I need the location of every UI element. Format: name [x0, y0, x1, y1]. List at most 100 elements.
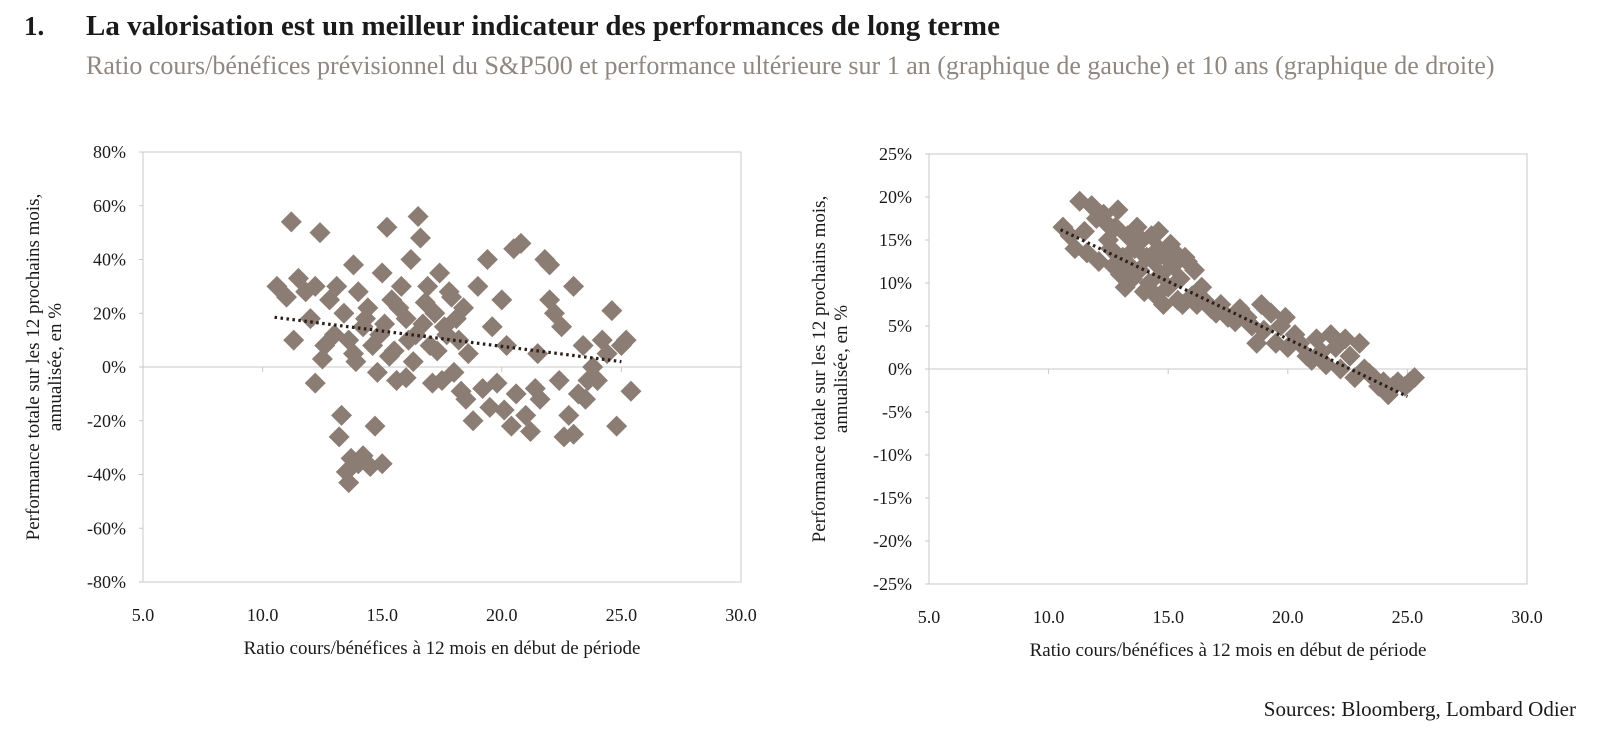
- y-tick-label: -20%: [873, 531, 912, 551]
- scatter-point: [450, 380, 472, 402]
- scatter-point: [481, 316, 503, 338]
- x-tick-label: 15.0: [366, 605, 398, 625]
- x-tick-label: 10.0: [1033, 607, 1065, 627]
- chart-left: 5.0 10.0 15.0 20.0 25.0 30.0 -80% -60% -40% -20% 0…: [0, 142, 800, 670]
- scatter-point: [1069, 190, 1091, 212]
- scatter-point: [1250, 294, 1272, 315]
- scatter-point: [299, 308, 321, 330]
- scatter-point: [371, 453, 393, 475]
- scatter-point: [1064, 238, 1086, 260]
- scatter-point: [314, 335, 336, 356]
- scatter-point: [615, 329, 637, 351]
- scatter-point: [575, 388, 597, 410]
- chart-left-svg: 5.0 10.0 15.0 20.0 25.0 30.0 -80% -60% -40% -20% 0…: [23, 142, 757, 659]
- y-tick-label: 10%: [879, 273, 912, 293]
- scatter-point: [1052, 216, 1074, 238]
- y-tick-label: 20%: [93, 303, 126, 323]
- scatter-point: [479, 396, 501, 418]
- scatter-point: [333, 302, 355, 324]
- y-tick-label: 0%: [888, 359, 912, 379]
- x-tick-label: 20.0: [486, 605, 518, 625]
- scatter-point: [596, 343, 618, 365]
- x-tick-label: 10.0: [247, 605, 279, 625]
- scatter-point: [364, 415, 386, 437]
- scatter-point: [558, 404, 580, 426]
- y-tick-label: -40%: [87, 465, 126, 485]
- scatter-point: [510, 232, 532, 254]
- scatter-point: [376, 216, 398, 238]
- y-axis-label: Performance totale sur les 12 prochains …: [809, 196, 852, 543]
- scatter-point: [505, 383, 527, 405]
- y-tick-label: 0%: [102, 357, 126, 377]
- scatter-point: [1184, 259, 1206, 281]
- scatter-point: [1124, 238, 1146, 260]
- scatter-point: [441, 286, 463, 308]
- scatter-point: [467, 275, 489, 297]
- y-tick-label: 5%: [888, 316, 912, 336]
- x-tick-label: 5.0: [918, 607, 941, 627]
- scatter-point: [515, 404, 537, 426]
- scatter-point: [539, 254, 561, 276]
- y-axis-label-line: annualisée, en %: [45, 303, 66, 431]
- scatter-point: [369, 324, 391, 346]
- x-tick-label: 20.0: [1272, 607, 1304, 627]
- scatter-point: [326, 275, 348, 297]
- y-tick-label: -80%: [87, 572, 126, 592]
- scatter-point: [417, 275, 439, 297]
- scatter-point: [345, 351, 367, 373]
- scatter-point: [1260, 302, 1282, 324]
- scatter-point: [1270, 315, 1292, 337]
- source-note: Sources: Bloomberg, Lombard Odier: [1263, 697, 1576, 721]
- y-tick-label: 15%: [879, 230, 912, 250]
- scatter-point: [1274, 306, 1296, 328]
- header: 1. La valorisation est un meilleur indic…: [24, 10, 1594, 82]
- scatter-point: [1088, 251, 1110, 272]
- scatter-point: [1133, 281, 1155, 303]
- scatter-point: [1102, 255, 1124, 277]
- scatter-point: [1339, 345, 1361, 367]
- y-tick-label: -15%: [873, 488, 912, 508]
- y-tick-label: -20%: [87, 411, 126, 431]
- scatter-point: [551, 316, 573, 338]
- y-tick-label: 20%: [879, 187, 912, 207]
- page-subtitle: Ratio cours/bénéfices prévisionnel du S&…: [86, 51, 1495, 80]
- trendline: [274, 315, 622, 364]
- scatter-point: [378, 345, 400, 367]
- scatter-point: [402, 351, 424, 373]
- chart-right-svg: 5.0 10.0 15.0 20.0 25.0 30.0 -25% -20% -15% -10% -…: [809, 144, 1543, 661]
- x-axis-label: Ratio cours/bénéfices à 12 mois en début…: [244, 638, 641, 659]
- scatter-point: [443, 361, 465, 383]
- y-axis-label-line: annualisée, en %: [831, 305, 852, 433]
- x-tick-label: 30.0: [725, 605, 757, 625]
- scatter-point: [371, 262, 393, 284]
- scatter-point: [620, 380, 642, 402]
- scatter-point: [496, 335, 518, 356]
- scatter-point: [586, 369, 608, 391]
- y-tick-label: -5%: [882, 402, 912, 422]
- scatter-point: [1100, 238, 1122, 260]
- scatter-point: [1152, 294, 1174, 315]
- y-axis-label-line: Performance totale sur les 12 prochains …: [23, 194, 44, 541]
- x-tick-label: 25.0: [606, 605, 638, 625]
- scatter-point: [400, 249, 422, 270]
- scatter-point: [1205, 302, 1227, 324]
- scatter-point: [1107, 199, 1129, 221]
- scatter-point: [1148, 220, 1170, 242]
- scatter-point: [1277, 337, 1299, 358]
- scatter-point: [529, 388, 551, 410]
- scatter-point: [1126, 216, 1148, 238]
- scatter-point: [283, 329, 305, 351]
- scatter-point: [1081, 195, 1103, 217]
- scatter-point: [311, 348, 333, 370]
- scatter-point: [407, 206, 429, 227]
- scatter-point: [462, 410, 484, 432]
- x-axis-label: Ratio cours/bénéfices à 12 mois en début…: [1030, 640, 1427, 661]
- scatter-point: [445, 308, 467, 330]
- scatter-point: [563, 275, 585, 297]
- figure-number: 1.: [24, 11, 45, 41]
- scatter-point: [366, 361, 388, 383]
- scatter-point: [500, 415, 522, 437]
- scatter-point: [491, 289, 513, 311]
- scatter-point: [1174, 246, 1196, 268]
- x-tick-label: 30.0: [1511, 607, 1543, 627]
